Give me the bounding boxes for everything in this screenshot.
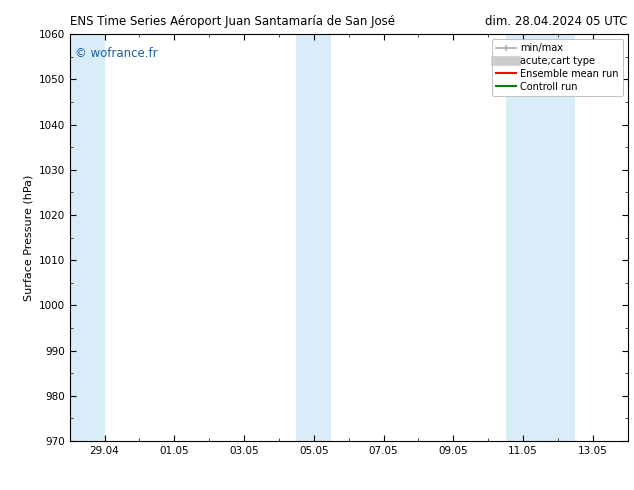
Bar [70,34,105,441]
Bar [296,34,331,441]
Text: dim. 28.04.2024 05 UTC: dim. 28.04.2024 05 UTC [485,15,628,28]
Bar [505,34,575,441]
Text: © wofrance.fr: © wofrance.fr [75,47,158,59]
Text: ENS Time Series Aéroport Juan Santamaría de San José: ENS Time Series Aéroport Juan Santamaría… [70,15,395,28]
Y-axis label: Surface Pressure (hPa): Surface Pressure (hPa) [23,174,33,301]
Legend: min/max, acute;cart type, Ensemble mean run, Controll run: min/max, acute;cart type, Ensemble mean … [492,39,623,96]
